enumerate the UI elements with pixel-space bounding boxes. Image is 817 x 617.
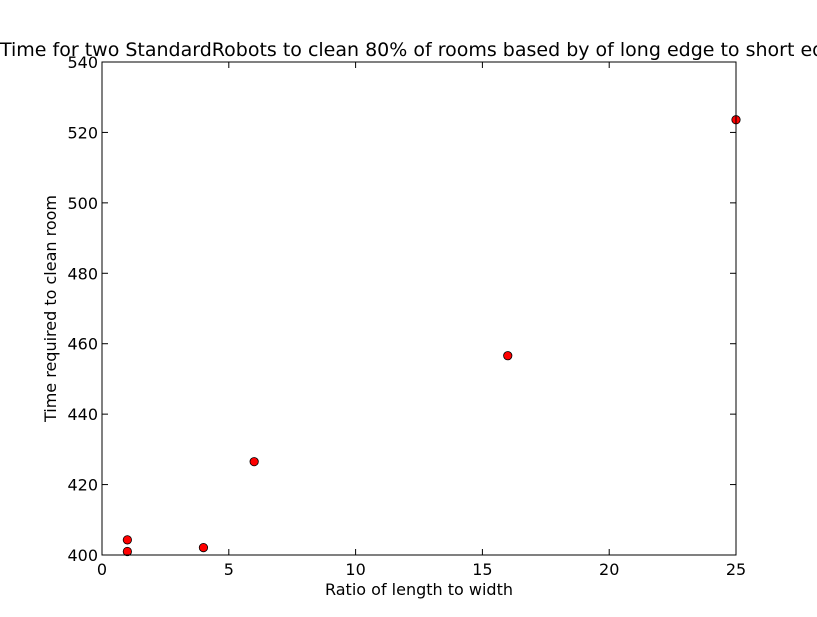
- x-tick-label: 0: [97, 560, 107, 579]
- data-point: [122, 546, 132, 557]
- x-tick-label: 25: [726, 560, 746, 579]
- x-tick-label: 10: [345, 560, 365, 579]
- plot-area-frame: [101, 61, 737, 556]
- y-tick-label: 420: [67, 476, 98, 495]
- y-tick-label: 460: [67, 335, 98, 354]
- data-point: [122, 535, 132, 545]
- y-tick-label: 520: [67, 123, 98, 142]
- y-axis-label: Time required to clean room: [41, 195, 60, 423]
- y-tick-label: 540: [67, 53, 98, 72]
- y-tick-label: 400: [67, 546, 98, 565]
- y-tick-label: 500: [67, 194, 98, 213]
- chart-title: Time for two StandardRobots to clean 80%…: [0, 39, 817, 61]
- y-axis: 400 420 440 460 480 500 520 540: [67, 53, 736, 565]
- x-axis-label: Ratio of length to width: [325, 580, 513, 599]
- x-tick-label: 5: [224, 560, 234, 579]
- data-points: [122, 115, 741, 557]
- data-point: [249, 457, 259, 467]
- x-tick-label: 20: [599, 560, 619, 579]
- data-point: [198, 543, 209, 553]
- data-point: [503, 351, 513, 361]
- x-tick-label: 15: [472, 560, 492, 579]
- y-tick-label: 440: [67, 405, 98, 424]
- x-axis: 0 5 10 15 20 25: [97, 62, 746, 579]
- y-tick-label: 480: [67, 264, 98, 283]
